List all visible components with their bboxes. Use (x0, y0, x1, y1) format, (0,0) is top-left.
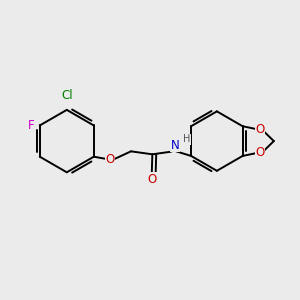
Text: Cl: Cl (61, 88, 73, 102)
Text: H: H (183, 134, 190, 144)
Text: O: O (255, 123, 265, 136)
Text: O: O (106, 153, 115, 166)
Text: O: O (255, 146, 265, 159)
Text: O: O (147, 173, 156, 186)
Text: N: N (171, 139, 180, 152)
Text: F: F (28, 119, 34, 132)
